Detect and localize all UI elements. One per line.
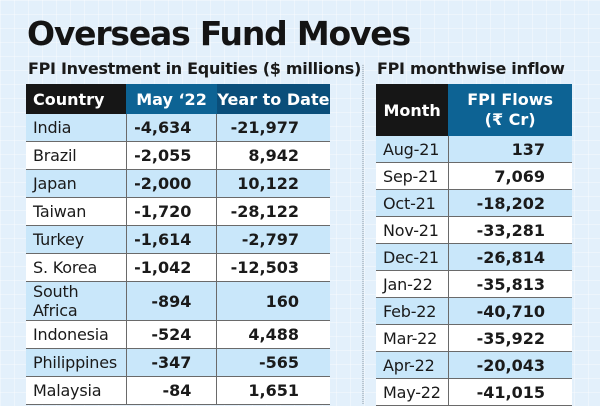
fpi-equities-subtitle: FPI Investment in Equities ($ millions)	[28, 59, 362, 78]
ytd-cell: 8,942	[216, 141, 330, 170]
flow-cell: -41,015	[447, 378, 572, 406]
ytd-cell: 160	[216, 281, 330, 321]
country-cell: Indonesia	[26, 320, 127, 349]
table-row: Malaysia -84 1,651	[26, 376, 330, 405]
ytd-cell: 4,488	[216, 320, 330, 349]
table-row: India -4,634 -21,977	[26, 114, 330, 142]
country-cell: S. Korea	[26, 253, 127, 282]
flow-cell: 7,069	[447, 162, 572, 190]
ytd-cell: -12,503	[216, 253, 330, 282]
may22-cell: -894	[125, 281, 217, 321]
country-cell: Japan	[26, 169, 127, 198]
table-header-row: Country May ‘22 Year to Date	[26, 84, 330, 114]
fpi-equities-table: Country May ‘22 Year to Date India -4,634…	[26, 84, 330, 405]
month-cell: Dec-21	[376, 243, 449, 271]
table-row: Feb-22 -40,710	[376, 297, 572, 325]
ytd-cell: 10,122	[216, 169, 330, 198]
month-cell: Feb-22	[376, 297, 449, 325]
country-cell: Taiwan	[26, 197, 127, 226]
country-cell: South Africa	[26, 281, 127, 321]
table-header-row: Month FPI Flows (₹ Cr)	[376, 84, 572, 136]
table-row: Mar-22 -35,922	[376, 324, 572, 352]
infographic-title: Overseas Fund Moves	[27, 14, 411, 53]
table-row: Japan -2,000 10,122	[26, 169, 330, 198]
may22-cell: -1,614	[125, 225, 217, 254]
header-ytd: Year to Date	[216, 84, 330, 114]
month-cell: Sep-21	[376, 162, 449, 190]
table-row: Nov-21 -33,281	[376, 216, 572, 244]
ytd-cell: -2,797	[216, 225, 330, 254]
header-fpi-flows-unit: (₹ Cr)	[484, 110, 536, 129]
may22-cell: -524	[125, 320, 217, 349]
may22-cell: -84	[125, 376, 217, 405]
month-cell: Apr-22	[376, 351, 449, 379]
may22-cell: -1,720	[125, 197, 217, 226]
ytd-cell: -21,977	[216, 114, 330, 142]
table-row: S. Korea -1,042 -12,503	[26, 253, 330, 282]
table-row: Jan-22 -35,813	[376, 270, 572, 298]
section-divider	[362, 64, 364, 404]
flow-cell: -33,281	[447, 216, 572, 244]
table-row: Taiwan -1,720 -28,122	[26, 197, 330, 226]
header-fpi-flows: FPI Flows (₹ Cr)	[448, 84, 572, 136]
flow-cell: -35,922	[447, 324, 572, 352]
country-cell: Philippines	[26, 348, 127, 377]
header-may22: May ‘22	[126, 84, 217, 114]
may22-cell: -2,055	[125, 141, 217, 170]
table-row: South Africa -894 160	[26, 281, 330, 321]
month-cell: Oct-21	[376, 189, 449, 217]
month-cell: Mar-22	[376, 324, 449, 352]
table-row: Apr-22 -20,043	[376, 351, 572, 379]
month-cell: May-22	[376, 378, 449, 406]
table-row: Sep-21 7,069	[376, 162, 572, 190]
flow-cell: -35,813	[447, 270, 572, 298]
may22-cell: -2,000	[125, 169, 217, 198]
table-row: Aug-21 137	[376, 136, 572, 163]
flow-cell: -40,710	[447, 297, 572, 325]
fpi-monthwise-table: Month FPI Flows (₹ Cr) Aug-21 137 Sep-21 7,…	[376, 84, 572, 406]
flow-cell: -20,043	[447, 351, 572, 379]
flow-cell: 137	[447, 136, 572, 163]
table-row: Brazil -2,055 8,942	[26, 141, 330, 170]
table-row: Oct-21 -18,202	[376, 189, 572, 217]
may22-cell: -347	[125, 348, 217, 377]
may22-cell: -1,042	[125, 253, 217, 282]
table-row: Indonesia -524 4,488	[26, 320, 330, 349]
header-fpi-flows-label: FPI Flows	[467, 90, 554, 109]
month-cell: Aug-21	[376, 136, 449, 163]
may22-cell: -4,634	[125, 114, 217, 142]
table-row: May-22 -41,015	[376, 378, 572, 406]
table-row: Philippines -347 -565	[26, 348, 330, 377]
month-cell: Jan-22	[376, 270, 449, 298]
flow-cell: -18,202	[447, 189, 572, 217]
country-cell: Malaysia	[26, 376, 127, 405]
month-cell: Nov-21	[376, 216, 449, 244]
header-country: Country	[26, 84, 127, 114]
country-cell: Turkey	[26, 225, 127, 254]
country-cell: India	[26, 114, 127, 142]
table-row: Dec-21 -26,814	[376, 243, 572, 271]
ytd-cell: -565	[216, 348, 330, 377]
country-cell: Brazil	[26, 141, 127, 170]
fpi-monthwise-subtitle: FPI monthwise inflow	[377, 59, 565, 78]
ytd-cell: -28,122	[216, 197, 330, 226]
ytd-cell: 1,651	[216, 376, 330, 405]
header-month: Month	[376, 84, 449, 136]
table-row: Turkey -1,614 -2,797	[26, 225, 330, 254]
flow-cell: -26,814	[447, 243, 572, 271]
